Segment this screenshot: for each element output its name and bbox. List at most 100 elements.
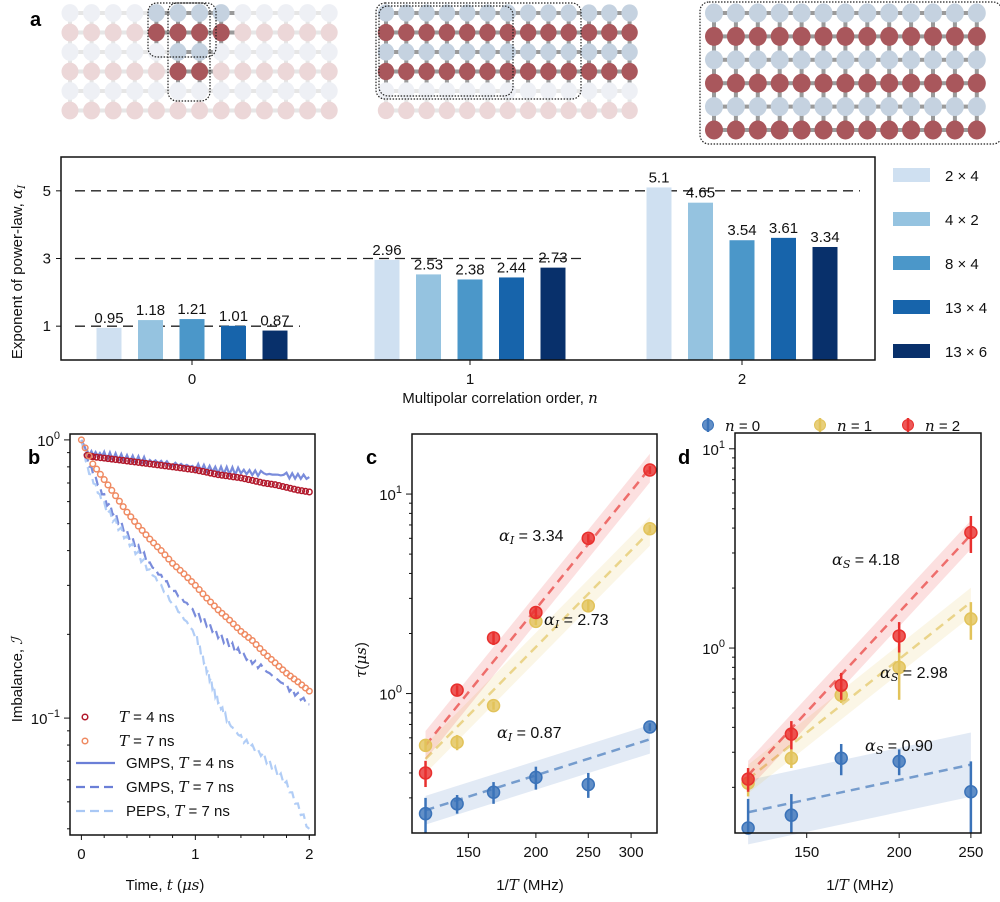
coupler xyxy=(831,57,838,62)
coupler xyxy=(176,20,180,25)
legend-text: GMPS, xyxy=(126,779,179,796)
coupler xyxy=(931,91,935,99)
coupler xyxy=(424,20,429,26)
coupler xyxy=(315,69,322,74)
x-axis-label-unit: (MHz) xyxy=(849,877,894,894)
coupler xyxy=(474,89,481,93)
qubit xyxy=(726,73,745,93)
coupler xyxy=(733,44,738,52)
data-point xyxy=(964,612,978,626)
coupler xyxy=(293,11,301,15)
qubit xyxy=(621,101,638,120)
x-tick-label: 300 xyxy=(619,844,644,861)
x-axis-label-text: 1/ xyxy=(496,877,509,894)
data-point xyxy=(184,574,192,582)
coupler xyxy=(393,30,400,35)
coupler xyxy=(89,20,94,25)
coupler xyxy=(843,67,848,76)
qubit xyxy=(61,82,79,100)
qubit xyxy=(418,4,435,22)
coupler xyxy=(821,67,826,76)
qubit xyxy=(459,62,476,81)
qubit xyxy=(212,4,230,22)
qubit xyxy=(438,43,456,61)
qubit xyxy=(147,101,165,120)
coupler xyxy=(831,11,838,15)
qubit xyxy=(277,4,295,22)
data-point xyxy=(581,599,596,613)
qubit xyxy=(459,4,476,22)
qubit xyxy=(277,23,295,42)
coupler xyxy=(271,108,279,113)
legend-symbol: n xyxy=(725,417,735,435)
coupler xyxy=(111,40,116,45)
coupler xyxy=(743,104,750,109)
qubit xyxy=(580,43,598,61)
data-point xyxy=(529,605,543,620)
coupler xyxy=(865,44,870,52)
coupler xyxy=(535,89,542,93)
coupler xyxy=(315,30,322,35)
legend-swatch xyxy=(893,300,930,314)
tick-base: 10 xyxy=(379,687,396,704)
coupler xyxy=(240,20,245,25)
coupler xyxy=(120,30,128,35)
coupler xyxy=(89,59,94,64)
legend-swatch xyxy=(893,256,930,270)
coupler xyxy=(526,98,531,104)
coupler xyxy=(77,11,85,15)
coupler xyxy=(444,59,449,65)
coupler xyxy=(799,91,804,99)
data-point xyxy=(161,551,169,559)
coupler xyxy=(262,79,267,84)
qubit xyxy=(438,101,456,120)
coupler xyxy=(627,78,632,84)
qubit xyxy=(212,101,230,120)
data-point xyxy=(199,467,207,476)
coupler xyxy=(404,59,409,65)
qubit xyxy=(560,4,577,22)
fit-exponent-label: αI = 3.34 xyxy=(499,526,564,547)
coupler xyxy=(393,11,400,15)
tick-exponent: 0 xyxy=(54,430,60,442)
coupler xyxy=(919,128,925,132)
coupler xyxy=(616,108,623,113)
qubit xyxy=(814,73,833,93)
data-point xyxy=(96,454,104,462)
coupler xyxy=(250,30,257,35)
coupler xyxy=(465,78,470,84)
qubit xyxy=(770,3,789,23)
coupler xyxy=(566,78,571,84)
qubit xyxy=(880,26,899,46)
qubit xyxy=(814,97,833,117)
x-tick-label: 200 xyxy=(523,844,548,861)
qubit xyxy=(83,101,101,120)
alpha-value: = 3.34 xyxy=(514,528,563,545)
coupler xyxy=(809,128,816,132)
data-point xyxy=(241,475,249,483)
coupler xyxy=(722,57,728,62)
alpha-subscript: S xyxy=(843,558,851,571)
qubit xyxy=(858,73,877,93)
coupler xyxy=(535,11,542,15)
coupler xyxy=(777,91,782,99)
tick-exponent: 1 xyxy=(719,439,725,451)
qubit xyxy=(299,43,317,61)
data-point xyxy=(260,479,268,487)
qubit xyxy=(499,43,516,61)
qubit xyxy=(726,26,745,46)
legend-symbol: T xyxy=(179,778,190,796)
coupler xyxy=(207,108,214,113)
coupler xyxy=(546,98,551,104)
data-point xyxy=(210,602,218,610)
qubit xyxy=(299,4,317,22)
qubit xyxy=(104,101,122,120)
qubit xyxy=(880,50,899,70)
coupler xyxy=(616,50,623,54)
data-point xyxy=(195,467,203,475)
qubit xyxy=(792,26,811,46)
qubit xyxy=(320,23,338,42)
coupler xyxy=(555,108,562,113)
